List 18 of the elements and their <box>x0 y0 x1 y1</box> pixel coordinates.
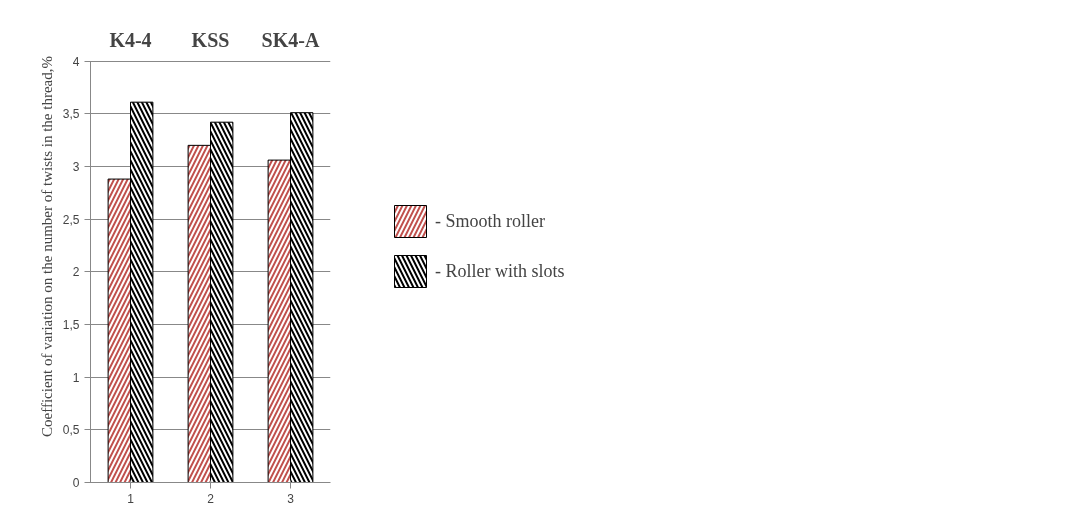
text: KSS <box>191 29 230 52</box>
x-tick-label: 2 <box>207 491 215 506</box>
y-tick-label: 2 <box>72 265 80 280</box>
legend-label: - Roller with slots <box>435 260 565 282</box>
y-tick-label: 3 <box>72 159 80 174</box>
x-tick-label: 3 <box>287 491 295 506</box>
y-tick-label: 4 <box>72 54 80 69</box>
y-tick-label: 0 <box>72 476 80 490</box>
y-tick-label: 0,5 <box>62 423 80 438</box>
y-tick-label: 3,5 <box>62 107 80 122</box>
text: SK4-A <box>261 29 320 52</box>
x-tick-label: 1 <box>127 491 135 506</box>
y-tick-label: 1,5 <box>62 317 80 332</box>
y-axis-title: Coefficient of variation on the number of twists in the thread,% <box>38 56 55 437</box>
text: K4-4 <box>109 29 152 52</box>
y-tick-label: 2,5 <box>62 212 80 227</box>
y-tick-label: 1 <box>72 370 80 385</box>
legend-label: - Smooth roller <box>435 210 545 232</box>
